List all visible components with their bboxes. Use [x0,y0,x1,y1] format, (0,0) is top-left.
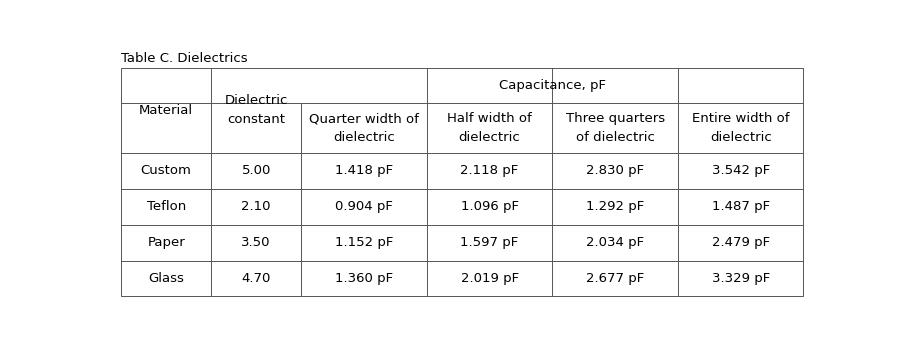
Text: 2.10: 2.10 [242,200,271,213]
Text: Custom: Custom [141,164,191,177]
Text: 1.096 pF: 1.096 pF [461,200,519,213]
Text: 2.034 pF: 2.034 pF [586,236,644,249]
Text: Dielectric
constant: Dielectric constant [225,94,288,126]
Text: 3.542 pF: 3.542 pF [712,164,769,177]
Text: Teflon: Teflon [146,200,186,213]
Text: Table C. Dielectrics: Table C. Dielectrics [121,53,248,65]
Text: Paper: Paper [147,236,185,249]
Text: Capacitance, pF: Capacitance, pF [499,79,606,92]
Text: 1.152 pF: 1.152 pF [335,236,393,249]
Text: 5.00: 5.00 [242,164,271,177]
Text: 1.487 pF: 1.487 pF [712,200,769,213]
Text: 0.904 pF: 0.904 pF [335,200,393,213]
Text: 1.418 pF: 1.418 pF [335,164,393,177]
Text: Half width of
dielectric: Half width of dielectric [447,112,532,144]
Text: 4.70: 4.70 [242,272,271,285]
Text: 1.597 pF: 1.597 pF [460,236,519,249]
Text: Material: Material [139,104,193,117]
Text: Glass: Glass [148,272,184,285]
Text: 3.329 pF: 3.329 pF [712,272,769,285]
Text: 1.292 pF: 1.292 pF [586,200,644,213]
Text: 2.118 pF: 2.118 pF [460,164,519,177]
Text: 3.50: 3.50 [242,236,271,249]
Text: 2.830 pF: 2.830 pF [586,164,644,177]
Text: 2.479 pF: 2.479 pF [712,236,769,249]
Text: 1.360 pF: 1.360 pF [335,272,393,285]
Text: 2.019 pF: 2.019 pF [461,272,519,285]
Bar [121,68,804,297]
Text: Three quarters
of dielectric: Three quarters of dielectric [566,112,665,144]
Text: 2.677 pF: 2.677 pF [586,272,644,285]
Text: Entire width of
dielectric: Entire width of dielectric [692,112,789,144]
Text: Quarter width of
dielectric: Quarter width of dielectric [309,112,419,144]
